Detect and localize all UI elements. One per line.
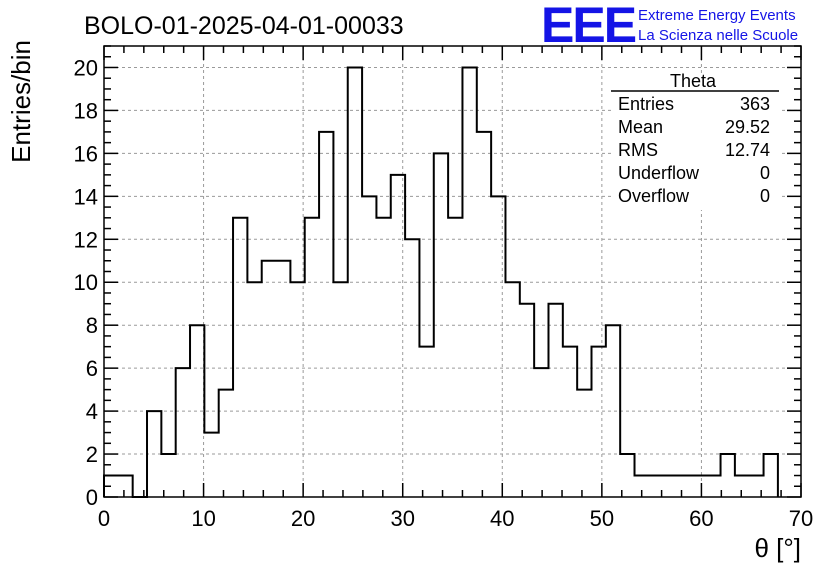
- histogram-bin: [663, 476, 677, 497]
- histogram-bin: [448, 218, 462, 497]
- x-tick-label: 40: [490, 506, 514, 531]
- stats-row-value: 12.74: [725, 140, 770, 160]
- histogram-bin: [534, 368, 548, 497]
- y-tick-label: 16: [74, 141, 98, 166]
- histogram-bin: [376, 218, 390, 497]
- histogram-bin: [204, 433, 218, 497]
- histogram-bin: [606, 325, 620, 497]
- stats-row-value: 0: [760, 186, 770, 206]
- x-tick-label: 20: [291, 506, 315, 531]
- stats-row-value: 0: [760, 163, 770, 183]
- histogram-bin: [721, 454, 735, 497]
- histogram-bin: [520, 304, 534, 497]
- logo-line-2: La Scienza nelle Scuole: [638, 27, 798, 44]
- histogram-bin: [505, 282, 519, 497]
- axis-ticks: [103, 45, 802, 498]
- histogram-bin: [348, 67, 362, 497]
- histogram-outline: [103, 66, 779, 498]
- histogram-bin: [563, 347, 577, 497]
- histogram-bin: [419, 347, 433, 497]
- histogram-bin: [247, 282, 261, 497]
- x-axis-label: θ [°]: [754, 533, 801, 563]
- x-tick-label: 60: [689, 506, 713, 531]
- x-tick-label: 10: [191, 506, 215, 531]
- histogram-bin: [548, 304, 562, 497]
- stats-row-label: Underflow: [618, 163, 700, 183]
- y-tick-label: 10: [74, 270, 98, 295]
- histogram-bin: [333, 282, 347, 497]
- stats-box: Theta Entries 363 Mean 29.52 RMS 12.74 Underfl…: [611, 71, 779, 210]
- histogram-bin: [477, 132, 491, 497]
- stats-row-label: Entries: [618, 94, 674, 114]
- stats-row-value: 29.52: [725, 117, 770, 137]
- x-tick-label: 50: [590, 506, 614, 531]
- x-tick-label: 0: [98, 506, 110, 531]
- histogram-bin: [764, 454, 778, 497]
- y-tick-label: 20: [74, 55, 98, 80]
- stats-box-background: [611, 74, 779, 210]
- histogram-bin: [491, 196, 505, 497]
- histogram-bin: [176, 368, 190, 497]
- stats-row-label: Overflow: [618, 186, 690, 206]
- logo-line-1: Extreme Energy Events: [638, 7, 796, 24]
- y-tick-label: 18: [74, 98, 98, 123]
- x-tick-label: 70: [789, 506, 813, 531]
- histogram-bin: [219, 390, 233, 497]
- histogram-bin: [319, 132, 333, 497]
- y-tick-label: 2: [86, 442, 98, 467]
- grid-lines: [104, 46, 801, 497]
- stats-row-value: 363: [740, 94, 770, 114]
- x-tick-label: 30: [390, 506, 414, 531]
- y-tick-labels: 0 2 4 6 8 10 12 14 16 18 20: [74, 55, 98, 510]
- y-tick-label: 6: [86, 356, 98, 381]
- histogram-bin: [362, 196, 376, 497]
- stats-rows: Entries 363 Mean 29.52 RMS 12.74 Underflow 0 Ove…: [618, 94, 770, 206]
- y-tick-label: 4: [86, 399, 98, 424]
- y-axis-label: Entries/bin: [6, 40, 36, 163]
- stats-row-label: RMS: [618, 140, 658, 160]
- y-tick-label: 12: [74, 227, 98, 252]
- histogram-bin: [692, 476, 706, 497]
- histogram-bin: [577, 390, 591, 497]
- histogram-bin: [290, 282, 304, 497]
- histogram-bin: [305, 218, 319, 497]
- y-tick-label: 8: [86, 313, 98, 338]
- chart-title: BOLO-01-2025-04-01-00033: [84, 12, 404, 40]
- histogram-bin: [735, 476, 749, 497]
- logo: EEE Extreme Energy Events La Scienza nel…: [541, 0, 798, 53]
- histogram-bin: [233, 218, 247, 497]
- histogram-bin: [118, 476, 132, 497]
- histogram-bin: [706, 476, 720, 497]
- histogram-bin: [262, 261, 276, 497]
- histogram-bin: [276, 261, 290, 497]
- x-tick-labels: 0 10 20 30 40 50 60 70: [98, 506, 813, 531]
- stats-box-title: Theta: [670, 71, 717, 91]
- logo-mark: EEE: [541, 0, 636, 53]
- histogram-bin: [592, 347, 606, 497]
- histogram-bin: [678, 476, 692, 497]
- y-tick-label: 0: [86, 485, 98, 510]
- y-tick-label: 14: [74, 184, 98, 209]
- stats-row-label: Mean: [618, 117, 663, 137]
